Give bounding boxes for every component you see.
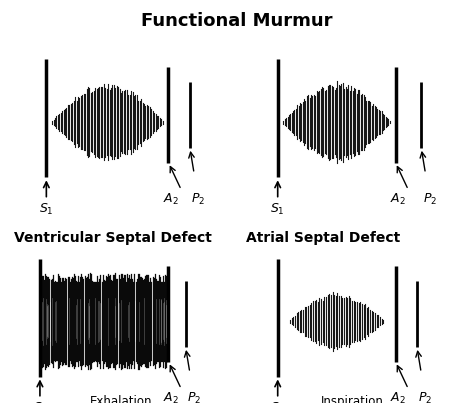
Text: $S_1$: $S_1$ [270,401,285,403]
Text: $S_1$: $S_1$ [39,202,54,217]
Text: $S_1$: $S_1$ [270,202,285,217]
Text: Functional Murmur: Functional Murmur [141,12,333,30]
Text: Exhalation: Exhalation [90,395,153,403]
Text: $P_2$: $P_2$ [191,192,206,207]
Text: Inspiration: Inspiration [321,395,384,403]
Text: $P_2$: $P_2$ [187,391,201,403]
Text: $A_2$: $A_2$ [163,391,179,403]
Text: $A_2$: $A_2$ [163,192,179,207]
Text: Atrial Septal Defect: Atrial Septal Defect [246,231,400,245]
Text: $A_2$: $A_2$ [390,192,406,207]
Text: Ventricular Septal Defect: Ventricular Septal Defect [14,231,212,245]
Text: $P_2$: $P_2$ [419,391,433,403]
Text: $A_2$: $A_2$ [390,391,406,403]
Text: $P_2$: $P_2$ [423,192,437,207]
Text: $S_1$: $S_1$ [33,401,47,403]
